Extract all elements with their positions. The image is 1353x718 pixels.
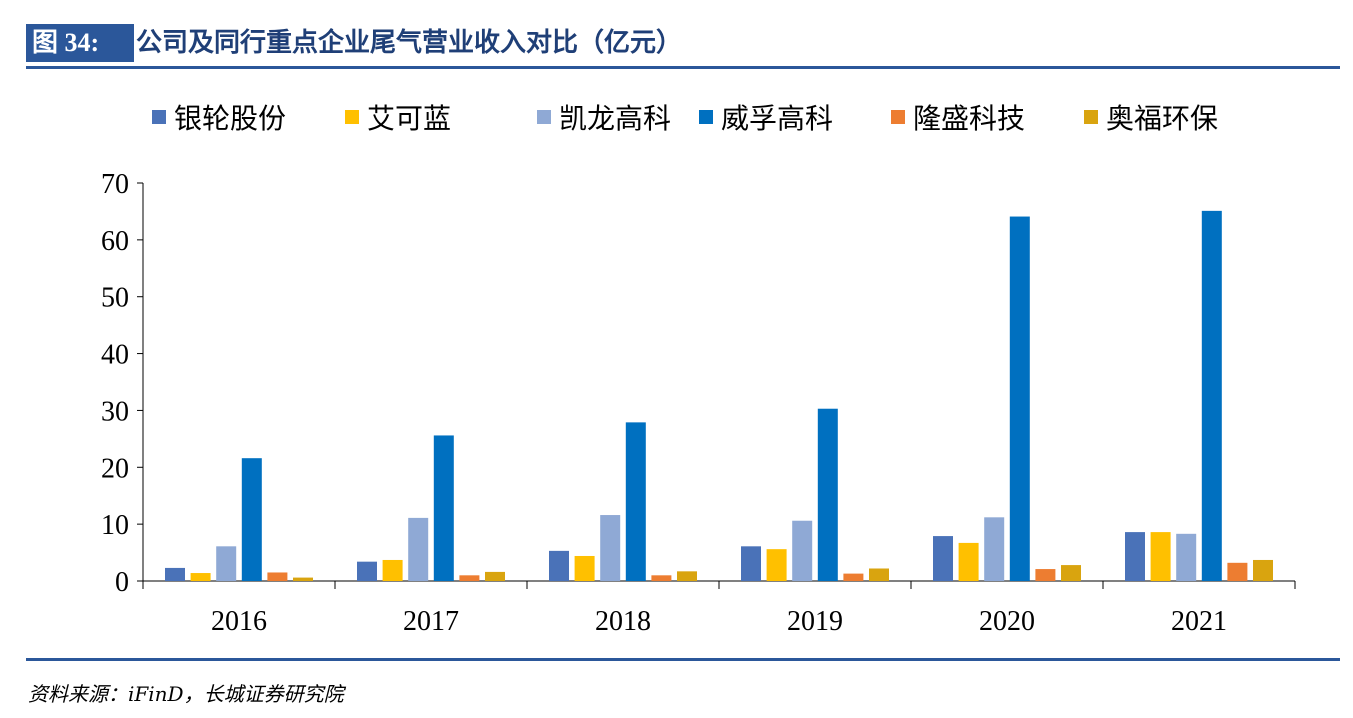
bar [600,515,621,581]
bar [651,575,672,581]
bar [741,546,761,581]
bar [574,555,595,581]
bar [267,572,288,581]
bar [1035,569,1056,581]
bar [1061,565,1081,581]
y-tick-label: 60 [101,226,129,257]
bar [216,546,237,581]
bar [1201,210,1222,582]
bar [408,517,429,581]
bar [382,559,403,581]
x-tick-label: 2018 [595,606,651,637]
x-tick-label: 2021 [1171,606,1227,637]
figure-title: 公司及同行重点企业尾气营业收入对比（亿元） [136,28,683,58]
bar [843,573,864,581]
bar [958,542,979,581]
y-tick-label: 70 [101,169,129,200]
bar [1253,559,1273,581]
legend-label: 威孚高科 [721,102,833,135]
y-tick-label: 10 [101,510,129,541]
bar [293,577,313,581]
x-tick-label: 2016 [211,606,267,637]
bar [1125,532,1145,581]
legend-swatch [699,110,713,124]
legend-swatch [345,110,359,124]
bar [677,571,697,581]
bar [549,550,569,581]
y-tick-label: 50 [101,283,129,314]
y-tick-label: 30 [101,396,129,427]
bar [766,549,787,581]
top-divider [26,66,1340,69]
legend-swatch [152,110,166,124]
legend-swatch [1084,110,1098,124]
legend-swatch [891,110,905,124]
source-note: 资料来源：iFinD，长城证券研究院 [28,682,344,706]
legend-label: 凯龙高科 [559,102,671,135]
figure-header: 图 34: 公司及同行重点企业尾气营业收入对比（亿元） [26,24,1340,66]
x-tick-label: 2017 [403,606,459,637]
bar [241,458,262,581]
bar [984,517,1005,581]
bar-chart: 银轮股份 艾可蓝 凯龙高科 威孚高科 隆盛科技 奥福环保 0 10 20 30 40 50 60 70 20… [101,102,1296,637]
legend-label: 艾可蓝 [367,102,451,135]
bar [625,422,646,581]
x-tick-label: 2019 [787,606,843,637]
bar [1150,532,1171,581]
y-tick-label: 40 [101,340,129,371]
bar [817,408,838,581]
bar [357,561,377,581]
legend-label: 银轮股份 [174,102,286,135]
bar [165,567,185,581]
y-tick-label: 20 [101,453,129,484]
y-tick-label: 0 [115,567,129,598]
figure-number: 图 34: [26,24,134,62]
bar [1227,562,1248,581]
legend-label: 隆盛科技 [913,102,1025,135]
bar [869,568,889,581]
bar [792,520,813,581]
bottom-divider [26,658,1340,661]
bar [485,571,505,581]
x-tick-label: 2020 [979,606,1035,637]
legend-swatch [537,110,551,124]
bar [190,573,211,581]
bar [933,536,953,581]
bar [1176,533,1197,581]
bar [459,575,480,581]
legend-label: 奥福环保 [1106,102,1218,135]
bar [1009,216,1030,581]
bar [433,435,454,581]
